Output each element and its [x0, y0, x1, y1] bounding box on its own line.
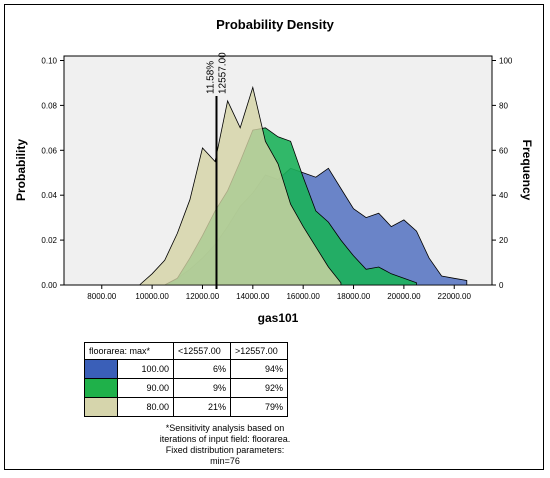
y-axis-label: Probability	[14, 139, 28, 201]
table-cell: 94%	[230, 359, 288, 379]
legend-swatch	[84, 359, 118, 379]
legend-swatch	[84, 397, 118, 417]
table-row: 80.00 21% 79%	[84, 397, 288, 417]
legend-swatch	[84, 378, 118, 398]
y2-tick-label: 20	[499, 236, 508, 245]
y-tick-label: 0.02	[41, 236, 57, 245]
marker-pct-label: 11.58%	[205, 61, 216, 94]
x-tick-label: 18000.00	[337, 292, 371, 301]
table-cell: 6%	[173, 359, 231, 379]
x-tick-label: 16000.00	[286, 292, 320, 301]
table-cell: 100.00	[117, 359, 174, 379]
table-header-row: floorarea: max* <12557.00 >12557.00	[84, 342, 288, 360]
y2-tick-label: 0	[499, 281, 504, 290]
table-row: 100.00 6% 94%	[84, 359, 288, 379]
marker-value-label: 12557.00	[217, 52, 228, 94]
y-tick-label: 0.04	[41, 191, 57, 200]
chart-title: Probability Density	[216, 17, 334, 32]
table-cell: 79%	[230, 397, 288, 417]
table-cell: 92%	[230, 378, 288, 398]
x-tick-label: 14000.00	[236, 292, 270, 301]
footnote: *Sensitivity analysis based on iteration…	[159, 423, 291, 466]
x-tick-label: 10000.00	[135, 292, 169, 301]
x-tick-label: 22000.00	[438, 292, 472, 301]
y-tick-label: 0.06	[41, 146, 57, 155]
y-tick-label: 0.00	[41, 281, 57, 290]
color-swatch	[85, 379, 117, 397]
y2-tick-label: 60	[499, 146, 508, 155]
y2-tick-label: 80	[499, 101, 508, 110]
color-swatch	[85, 398, 117, 416]
table-cell: 9%	[173, 378, 231, 398]
series-area-80.00	[138, 85, 342, 286]
table-row: 90.00 9% 92%	[84, 378, 288, 398]
table-header-cell: floorarea: max*	[84, 342, 174, 360]
y2-tick-label: 100	[499, 56, 513, 65]
sensitivity-table: floorarea: max* <12557.00 >12557.00 100.…	[84, 342, 288, 417]
y2-axis-label: Frequency	[520, 140, 534, 201]
table-cell: 90.00	[117, 378, 174, 398]
table-cell: 21%	[173, 397, 231, 417]
y-tick-label: 0.08	[41, 101, 57, 110]
x-tick-label: 8000.00	[87, 292, 116, 301]
y-tick-label: 0.10	[41, 56, 57, 65]
y2-tick-label: 40	[499, 191, 508, 200]
table-header-cell: <12557.00	[173, 342, 231, 360]
color-swatch	[85, 360, 117, 378]
table-header-cell: >12557.00	[230, 342, 288, 360]
table-cell: 80.00	[117, 397, 174, 417]
x-axis-label: gas101	[258, 311, 299, 325]
x-tick-label: 12000.00	[186, 292, 220, 301]
x-tick-label: 20000.00	[387, 292, 421, 301]
